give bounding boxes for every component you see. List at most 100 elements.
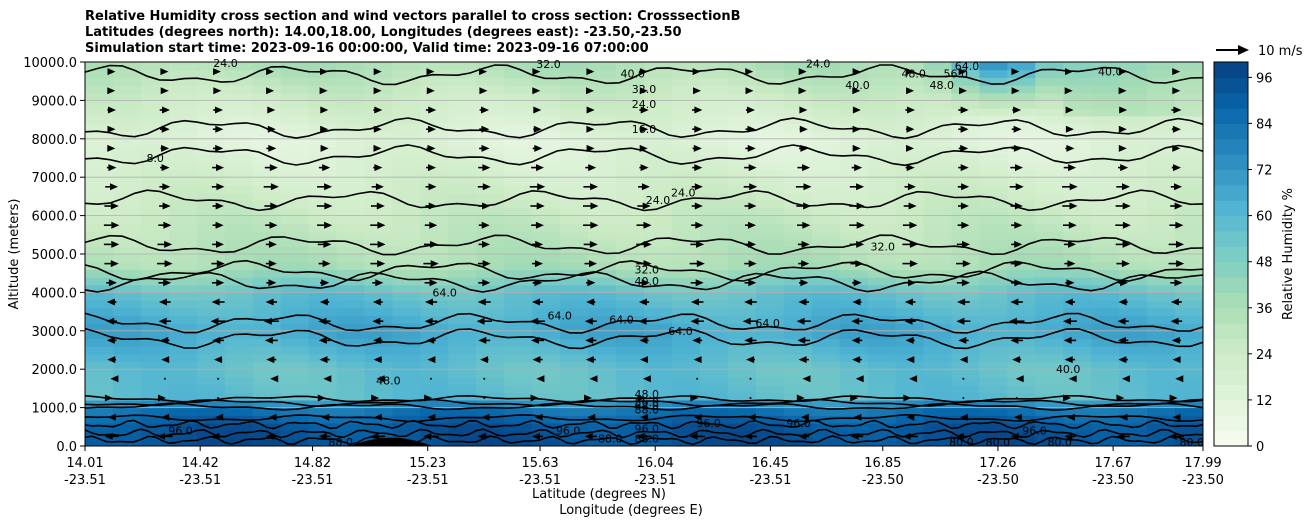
wind-vector [1011, 279, 1023, 287]
humidity-cell [644, 200, 673, 209]
wind-vector-head [853, 279, 862, 287]
wind-vector-head [639, 336, 648, 344]
humidity-cell [727, 407, 757, 416]
wind-vector [1062, 183, 1078, 191]
humidity-cell [951, 215, 980, 224]
humidity-cell [1175, 123, 1203, 132]
humidity-cell [1091, 361, 1120, 370]
humidity-cell [783, 184, 813, 194]
humidity-cell [476, 415, 505, 424]
wind-vector-head [104, 432, 113, 440]
humidity-cell [224, 177, 254, 186]
humidity-cell [588, 115, 617, 125]
wind-vector-head [1169, 394, 1178, 402]
humidity-cell [448, 92, 477, 101]
wind-vector-head [532, 68, 541, 76]
humidity-cell [951, 177, 980, 186]
humidity-cell [923, 223, 953, 232]
humidity-cell [1119, 277, 1148, 286]
humidity-cell [280, 369, 310, 378]
humidity-cell [112, 407, 142, 416]
humidity-cell [979, 384, 1008, 393]
wind-vector [638, 298, 650, 306]
contour-label: 56.0 [944, 68, 969, 81]
humidity-cell [448, 338, 477, 347]
humidity-cell [783, 361, 813, 370]
humidity-cell [420, 108, 449, 117]
humidity-cell [420, 254, 449, 263]
wind-vector-head [107, 356, 116, 364]
humidity-cell [699, 115, 729, 125]
humidity-cell [951, 69, 980, 78]
humidity-cell [839, 169, 869, 178]
humidity-cell [671, 131, 701, 140]
wind-vector-head [320, 125, 329, 133]
humidity-cell [1091, 207, 1120, 217]
humidity-cell [1063, 254, 1092, 263]
humidity-cell [224, 115, 254, 125]
quiver-key-arrowhead [1238, 45, 1249, 55]
humidity-cell [504, 230, 533, 240]
humidity-cell [755, 207, 785, 217]
humidity-cell [336, 376, 366, 386]
wind-vector [425, 183, 437, 191]
wind-vector-head [104, 394, 113, 402]
wind-vector-head [903, 394, 912, 402]
humidity-cell [867, 300, 897, 309]
x-tick-label-lat: 17.99 [1184, 456, 1221, 471]
humidity-cell [1175, 146, 1203, 155]
wind-vector-head [106, 336, 115, 344]
humidity-cell [532, 369, 561, 378]
wind-vector-head [164, 260, 173, 268]
humidity-cell [560, 108, 589, 117]
wind-vector [1010, 202, 1023, 210]
wind-vector [637, 394, 646, 402]
humidity-cell [867, 369, 897, 378]
humidity-cell [252, 438, 282, 446]
humidity-cell [616, 207, 645, 217]
humidity-cell [1147, 292, 1176, 301]
humidity-cell [252, 223, 282, 232]
humidity-cell [448, 384, 477, 393]
humidity-cell [1175, 246, 1203, 255]
humidity-cell [504, 353, 533, 363]
humidity-cell [755, 184, 785, 194]
humidity-cell [1007, 123, 1036, 132]
wind-vector-head [1066, 413, 1075, 421]
humidity-cell [616, 161, 645, 171]
wind-vector [1118, 298, 1128, 306]
humidity-cell [336, 407, 366, 416]
humidity-cell [224, 384, 254, 393]
wind-vector [800, 413, 809, 421]
humidity-cell [671, 384, 701, 393]
humidity-cell [1147, 277, 1176, 286]
wind-vector-head [1121, 375, 1130, 383]
humidity-cell [224, 169, 254, 178]
humidity-cell [420, 146, 449, 155]
wind-vector-head [959, 87, 967, 95]
humidity-cell [392, 85, 421, 94]
humidity-cell [504, 338, 533, 347]
humidity-cell [476, 307, 505, 317]
humidity-cell [979, 238, 1008, 247]
wind-vector-head [535, 240, 544, 248]
wind-vector [157, 260, 173, 268]
wind-vector-head [856, 202, 865, 210]
humidity-cell [1147, 300, 1176, 309]
humidity-cell [560, 230, 589, 240]
wind-vector [533, 125, 542, 133]
humidity-cell [951, 315, 980, 324]
humidity-cell [280, 200, 310, 209]
humidity-cell [923, 361, 953, 370]
humidity-cell [895, 92, 925, 101]
wind-vector-head [906, 144, 914, 152]
humidity-cell [504, 123, 533, 132]
wind-vector-head [324, 221, 333, 229]
humidity-cell [420, 338, 449, 347]
colorbar-tick-label: 24 [1256, 348, 1273, 363]
wind-vector-head [537, 183, 546, 191]
wind-vector [263, 317, 279, 325]
wind-vector [426, 125, 436, 133]
humidity-cell [923, 323, 953, 332]
humidity-cell [252, 230, 282, 240]
